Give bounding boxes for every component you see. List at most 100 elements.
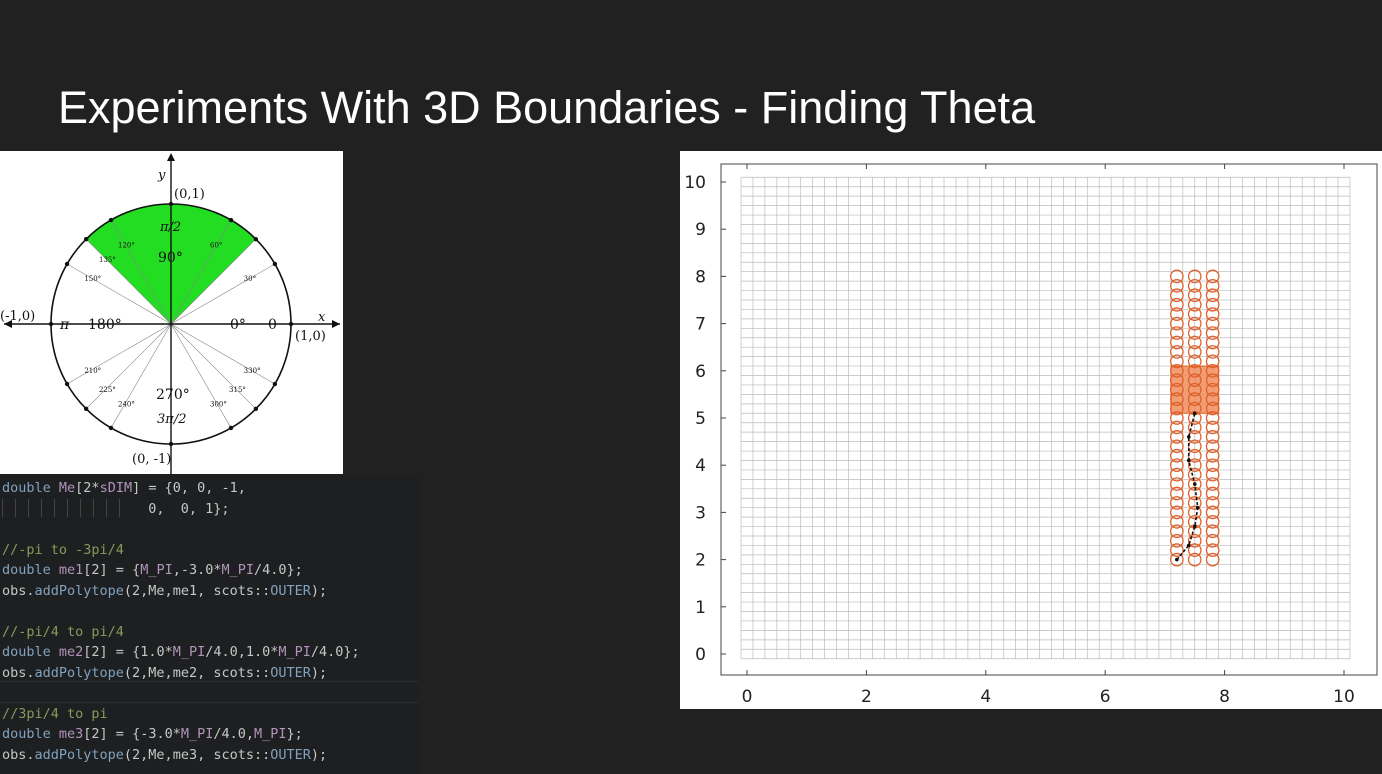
unit-circle-svg: y x (0,1) (0, -1) (-1,0) (1,0) 90° 180° … [0,153,340,474]
indent-guide [119,498,132,517]
abstraction-plot: 0 1 2 3 4 5 6 7 8 9 10 0 2 4 6 8 10 [680,151,1382,709]
cell-circle [1187,458,1202,473]
code-token: //-pi to -3pi/4 [2,541,124,558]
y-axis-arrow [167,153,175,161]
code-line: obs.addPolytope(2,Me,me1, scots::OUTER); [2,581,327,601]
cell-circle [1205,382,1220,397]
cell-circle [1205,392,1220,406]
grid-cells [740,176,1351,660]
y-tick-label: 9 [695,220,706,240]
code-token: //3pi/4 to pi [2,705,108,722]
cell-circle [1169,335,1184,350]
cell-circle [1169,477,1184,491]
cell-circle [1205,448,1220,463]
circle-point-dot [168,201,174,207]
indent-guide [54,498,67,517]
y-tick-label: 8 [695,267,706,287]
cell-circle [1169,326,1184,340]
cell-circle [1187,420,1202,435]
code-token: M_PI [221,562,255,578]
radian-0: 0 [268,317,277,333]
cell-circle [1205,420,1220,435]
cell-circle [1169,514,1184,529]
circle-point-dot [272,261,278,267]
angle-ray [170,323,257,410]
trajectory-point [1186,458,1191,463]
cell-circle [1205,307,1220,322]
cell-circle [1169,363,1184,378]
indent-guide [2,498,15,517]
cell-circle [1205,458,1220,473]
angle-ray [170,323,276,385]
slide-title: Experiments With 3D Boundaries - Finding… [58,82,1036,133]
indent-guide [80,498,93,517]
x-axis-arrow-left [4,320,12,328]
code-token: sDIM [99,480,133,496]
circle-points [48,201,294,447]
cell-circle [1205,543,1220,558]
code-token: M_PI [140,562,173,578]
cell-circle [1169,439,1184,454]
code-token: 0, 0, 1}; [132,500,230,517]
circle-point-dot [253,236,259,242]
cell-circle [1205,505,1220,520]
cell-circle [1205,288,1220,303]
cell-circle [1187,288,1202,303]
code-token: ] = {0, 0, -1, [132,480,246,496]
cell-circle [1205,486,1220,501]
x-tick-label: 8 [1219,687,1230,707]
cell-circle [1187,382,1202,397]
cell-circle [1205,552,1220,567]
code-token: OUTER [270,582,311,599]
cell-circle [1169,354,1184,369]
code-token: [2] = {-3.0* [83,726,181,742]
cell-circle [1169,382,1184,397]
cell-circle [1205,477,1220,491]
code-token: double [2,726,59,742]
small-degree-label: 225° [99,386,116,394]
trajectory-point [1192,411,1197,416]
code-token: (2,Me,me3, scots:: [123,746,271,763]
cell-circle [1187,307,1202,322]
code-token: Me [58,480,76,496]
y-tick-label: 0 [695,645,706,665]
small-degree-label: 315° [229,386,246,394]
cell-circle [1169,467,1184,482]
cell-circle [1169,552,1184,567]
code-token: obs. [2,664,35,681]
trajectory-point [1175,557,1179,562]
circle-point-dot [108,217,114,223]
degree-180: 180° [88,317,122,333]
cell-circle [1187,354,1202,369]
code-editor: double Me[2*sDIM] = {0, 0, -1, 0, 0, 1};… [0,474,418,774]
cell-circle [1169,316,1184,331]
code-token: /4.0}; [254,562,303,578]
unit-circle-diagram: y x (0,1) (0, -1) (-1,0) (1,0) 90° 180° … [0,151,343,474]
radian-pi-over-2: π/2 [159,220,181,235]
code-token: double [2,562,59,578]
indent-guide [15,498,28,517]
cell-circle [1169,269,1184,284]
small-degree-label: 60° [210,241,222,249]
trajectory [1175,411,1200,562]
trajectory-point [1186,435,1191,439]
x-axis-arrow [332,320,340,328]
code-token: ); [310,582,328,599]
y-tick-label: 1 [695,598,706,618]
angle-ray [85,323,172,410]
axis-ticks: 0 1 2 3 4 5 6 7 8 9 10 0 2 4 6 8 10 [684,164,1355,707]
degree-270: 270° [156,387,190,403]
small-degree-labels: 30° 60° 120°135° 150° 210° 225°240° 300°315° 33… [84,241,260,408]
cell-circle [1169,458,1184,473]
radian-pi: π [59,317,70,333]
cell-circle [1187,278,1202,293]
cell-circle [1169,373,1184,388]
trajectory-point [1195,505,1200,510]
cell-circle [1205,514,1220,529]
angle-ray [170,219,232,325]
code-separator [0,702,418,703]
trajectory-point [1192,524,1197,529]
code-token: addPolytope [34,582,124,599]
small-degree-label: 300° [210,401,227,409]
x-tick-label: 6 [1100,687,1111,707]
